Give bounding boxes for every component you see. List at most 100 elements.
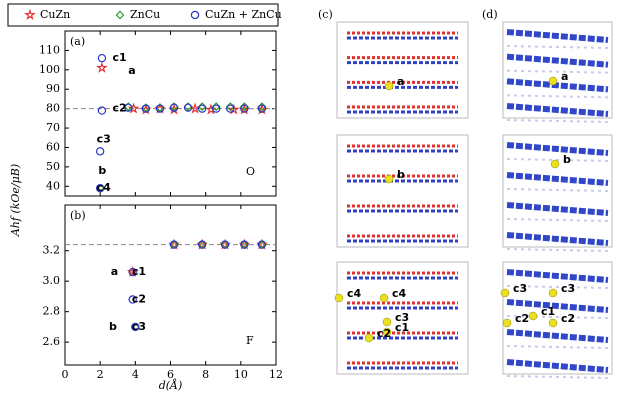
layer-blue [506, 299, 609, 313]
x-tick-label: 8 [202, 368, 209, 381]
dopant-atom [548, 76, 558, 86]
structure-frame [336, 261, 469, 375]
y-tick-label: 100 [39, 63, 60, 76]
layer-light [506, 285, 609, 289]
panel-label: (b) [70, 209, 86, 222]
x-tick-label: 2 [97, 368, 104, 381]
layer-light [506, 158, 609, 162]
dopant-atom [502, 318, 512, 328]
point [169, 240, 179, 249]
structure-annotation: a [561, 70, 568, 83]
y-tick-label: 80 [46, 102, 60, 115]
y-tick-label: 60 [46, 140, 60, 153]
structure-annotation: c2 [377, 327, 391, 340]
legend-marker [24, 8, 36, 20]
point [240, 104, 249, 113]
layer-blue [506, 359, 609, 373]
structure-annotation: c3 [395, 311, 409, 324]
point [155, 104, 165, 113]
point [97, 53, 107, 63]
structure-annotation: c2 [515, 312, 529, 325]
layer-light [506, 69, 609, 74]
point [240, 240, 249, 249]
dopant-atom [334, 293, 344, 303]
dopant-atom [379, 293, 389, 303]
layer-light [506, 248, 609, 252]
point [257, 240, 267, 249]
layer-blue [506, 202, 609, 216]
dopant-atom [382, 327, 392, 337]
layer-light [506, 345, 609, 349]
point-annotation: c1 [132, 265, 146, 278]
layer-blue [506, 103, 609, 117]
y-tick-label: 90 [46, 82, 60, 95]
point [197, 104, 207, 113]
point [220, 240, 230, 249]
y-tick-label: 2.8 [43, 305, 61, 318]
layer-blue [506, 172, 609, 186]
layer-light [506, 119, 609, 123]
x-tick-label: 12 [269, 368, 283, 381]
layer-light [506, 218, 609, 222]
dopant-atom [528, 311, 538, 321]
layer-blue [506, 29, 609, 43]
y-tick-label: 110 [39, 43, 60, 56]
point [97, 106, 107, 115]
panel-label: (a) [70, 35, 85, 48]
point-annotation: c1 [112, 51, 126, 64]
x-tick-label: 10 [234, 368, 248, 381]
point-annotation: a [128, 64, 135, 77]
structure-frame [336, 134, 469, 248]
point-annotation: c4 [97, 181, 112, 194]
point [197, 240, 207, 249]
dopant-atom [548, 288, 558, 298]
layer-light [506, 94, 609, 99]
layer-light [506, 45, 609, 49]
dopant-atom [384, 81, 394, 91]
y-tick-label: 70 [46, 121, 60, 134]
point [96, 61, 108, 73]
layer-blue [506, 269, 609, 283]
point [128, 267, 137, 277]
y-tick-label: 3.0 [43, 274, 61, 287]
y-tick-label: 50 [46, 160, 60, 173]
plot-frame [64, 30, 277, 197]
dopant-atom [382, 317, 392, 327]
layer-light [506, 375, 609, 379]
structure-annotation: c1 [395, 321, 409, 334]
dopant-atom [364, 333, 374, 343]
structure-annotation: c2 [561, 312, 575, 325]
structure-annotation: c4 [347, 287, 362, 300]
point [95, 147, 105, 156]
legend-label: ZnCu [130, 8, 160, 21]
point [128, 295, 137, 304]
point-annotation: b [109, 320, 117, 333]
structure-annotation: a [397, 75, 404, 88]
corner-label: O [246, 165, 255, 178]
point-annotation: b [98, 164, 106, 177]
plot-frame [64, 204, 277, 366]
structure-annotation: c3 [561, 282, 575, 295]
corner-label: F [246, 334, 254, 347]
x-tick-label: 4 [132, 368, 139, 381]
point [124, 103, 133, 112]
point [183, 103, 193, 112]
legend-marker [115, 10, 125, 20]
y-tick-label: 40 [46, 179, 60, 192]
point [212, 104, 221, 113]
structure-annotation: c1 [541, 305, 555, 318]
point [95, 184, 105, 193]
dopant-atom [550, 159, 560, 169]
layer-blue [506, 232, 609, 246]
point-annotation: c2 [112, 102, 126, 115]
point [257, 104, 267, 113]
legend-box [7, 3, 279, 27]
layer-blue [506, 142, 609, 156]
point [226, 104, 235, 113]
point [141, 104, 151, 113]
point [131, 322, 140, 332]
point-annotation: c2 [132, 292, 146, 305]
point-annotation: c3 [97, 133, 111, 146]
x-tick-label: 0 [62, 368, 69, 381]
